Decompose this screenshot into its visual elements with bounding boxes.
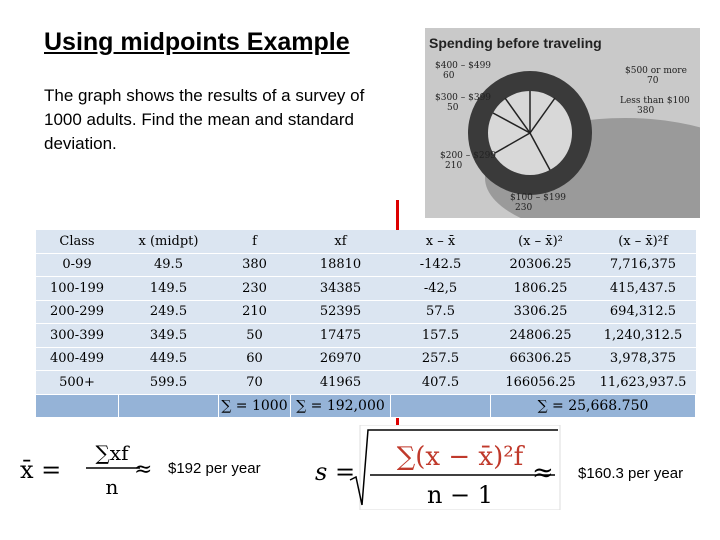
data-row: 400-499 449.5 60 26970 257.5 66306.25 3,978,37… xyxy=(35,347,696,371)
cell xyxy=(35,393,119,418)
cell: 24806.25 xyxy=(490,323,591,348)
cell: xf xyxy=(290,230,391,254)
cell: 11,623,937.5 xyxy=(590,370,696,395)
numerator: ∑(x − x̄)²f xyxy=(397,442,526,472)
cell: -142.5 xyxy=(390,253,491,277)
cell: 599.5 xyxy=(118,370,219,395)
cell: 149.5 xyxy=(118,276,219,301)
cell: 157.5 xyxy=(390,323,491,348)
cell: (x – x̄)² xyxy=(490,230,591,254)
figure-label: 230 xyxy=(515,203,532,213)
totals-row: ∑ = 1000 ∑ = 192,000 ∑ = 25,668.750 xyxy=(35,393,696,418)
cell: 3306.25 xyxy=(490,300,591,324)
cell: 166056.25 xyxy=(490,370,591,395)
approx: ≈ xyxy=(532,458,554,488)
cell: x (midpt) xyxy=(118,230,219,254)
cell xyxy=(118,393,219,418)
figure-label: Less than $100 xyxy=(620,96,690,106)
data-row: 0-99 49.5 380 18810 -142.5 20306.25 7,716,375 xyxy=(35,253,696,277)
cell: 52395 xyxy=(290,300,391,324)
figure-label: $200 – $299 xyxy=(440,151,496,161)
cell: 500+ xyxy=(35,370,119,395)
cell: (x – x̄)²f xyxy=(590,230,696,254)
figure-label: $400 – $499 xyxy=(435,61,491,71)
figure-label: 210 xyxy=(445,161,462,171)
cell xyxy=(390,393,491,418)
cell: ∑ = 1000 xyxy=(218,393,291,418)
intro: The graph shows the results of a survey … xyxy=(44,86,365,153)
data-row: 200-299 249.5 210 52395 57.5 3306.25 694,312.5 xyxy=(35,300,696,324)
sd-formula: s = ∑(x − x̄)²f n − 1 ≈ $160.3 per year xyxy=(315,425,683,510)
cell: 0-99 xyxy=(35,253,119,277)
table: Class x (midpt) f xf x – x̄ (x – x̄)² (x – x̄)… xyxy=(35,230,696,418)
cell: 300-399 xyxy=(35,323,119,348)
result: $192 per year xyxy=(168,460,261,477)
spokes xyxy=(492,91,556,171)
cell: 49.5 xyxy=(118,253,219,277)
figure-label: $300 – $399 xyxy=(435,93,491,103)
cell: x – x̄ xyxy=(390,230,491,254)
cell: 380 xyxy=(218,253,291,277)
header-row: Class x (midpt) f xf x – x̄ (x – x̄)² (x – x̄)… xyxy=(35,230,696,254)
cell: 20306.25 xyxy=(490,253,591,277)
figure-label: $500 or more xyxy=(625,66,687,76)
mean-formula: x̄ = ∑xf n ≈ $192 per year xyxy=(20,441,261,499)
cell: 1806.25 xyxy=(490,276,591,301)
cell: 3,978,375 xyxy=(590,347,696,371)
result: $160.3 per year xyxy=(578,465,683,482)
formula-box xyxy=(359,425,561,510)
radical xyxy=(349,429,558,506)
cell: 70 xyxy=(218,370,291,395)
cell: 257.5 xyxy=(390,347,491,371)
cell: 50 xyxy=(218,323,291,348)
cell: 1,240,312.5 xyxy=(590,323,696,348)
data-row: 300-399 349.5 50 17475 157.5 24806.25 1,240,31… xyxy=(35,323,696,348)
cell: 694,312.5 xyxy=(590,300,696,324)
cell: 34385 xyxy=(290,276,391,301)
approx: ≈ xyxy=(134,457,152,482)
cell: 41965 xyxy=(290,370,391,395)
cell: 60 xyxy=(218,347,291,371)
denominator: n − 1 xyxy=(427,481,493,509)
cell: 230 xyxy=(218,276,291,301)
cell: f xyxy=(218,230,291,254)
cell: ∑ = 25,668.750 xyxy=(490,393,696,418)
cell: ∑ = 192,000 xyxy=(290,393,391,418)
figure-label: 380 xyxy=(637,106,654,116)
numerator: ∑xf xyxy=(96,441,131,465)
cell: 18810 xyxy=(290,253,391,277)
cell: 210 xyxy=(218,300,291,324)
cell: 200-299 xyxy=(35,300,119,324)
title: Using midpoints Example xyxy=(44,28,350,56)
figure-label: $100 – $199 xyxy=(510,193,566,203)
cell: 249.5 xyxy=(118,300,219,324)
formula-lhs: s = xyxy=(315,458,355,486)
cell: 415,437.5 xyxy=(590,276,696,301)
cell: 17475 xyxy=(290,323,391,348)
cell: 400-499 xyxy=(35,347,119,371)
formula-lhs: x̄ = xyxy=(20,456,61,484)
cell: 349.5 xyxy=(118,323,219,348)
data-row: 500+ 599.5 70 41965 407.5 166056.25 11,623,937… xyxy=(35,370,696,395)
cell: 449.5 xyxy=(118,347,219,371)
data-row: 100-199 149.5 230 34385 -42,5 1806.25 415,437.… xyxy=(35,276,696,301)
cell: 407.5 xyxy=(390,370,491,395)
figure-label: 50 xyxy=(447,103,459,113)
cell: 57.5 xyxy=(390,300,491,324)
cell: 66306.25 xyxy=(490,347,591,371)
cell: 7,716,375 xyxy=(590,253,696,277)
denominator: n xyxy=(106,475,119,499)
figure-label: 70 xyxy=(647,76,659,86)
figure-title: Spending before traveling xyxy=(429,35,602,51)
cell: 100-199 xyxy=(35,276,119,301)
cell: 26970 xyxy=(290,347,391,371)
cell: Class xyxy=(35,230,119,254)
cell: -42,5 xyxy=(390,276,491,301)
figure-label: 60 xyxy=(443,71,455,81)
